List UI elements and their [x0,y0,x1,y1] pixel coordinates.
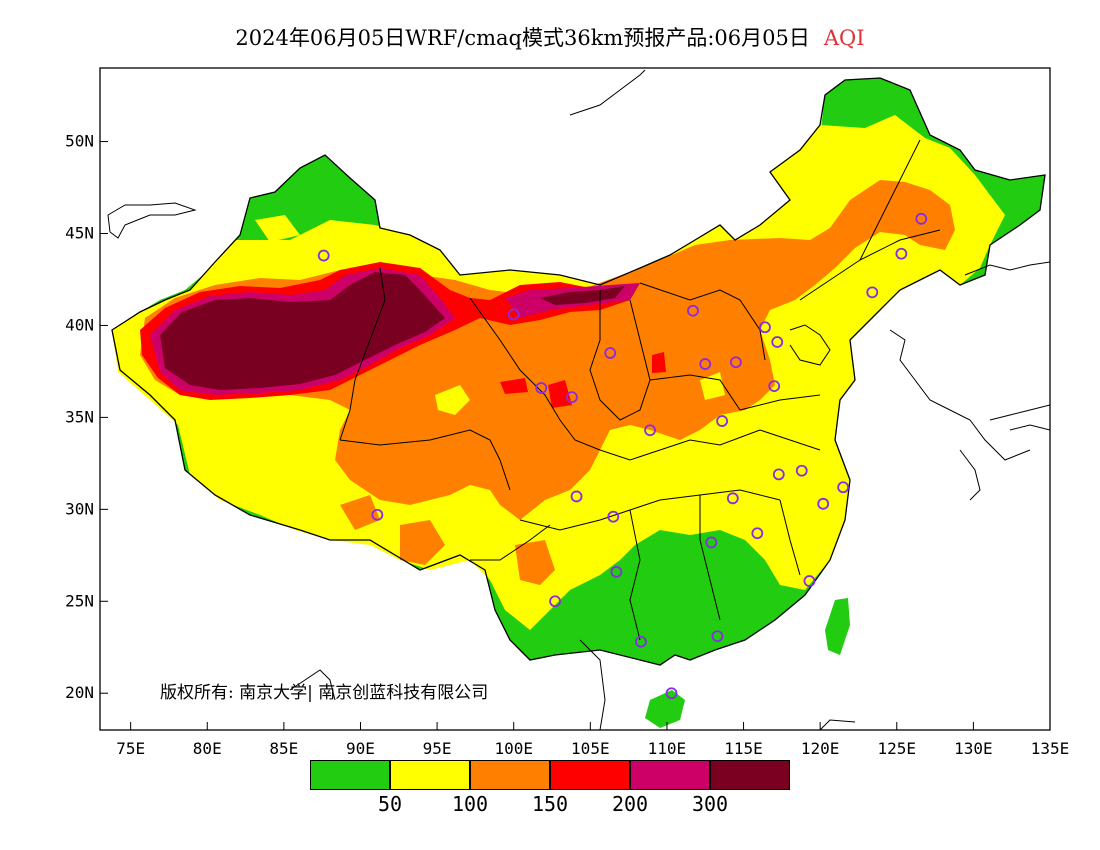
city-marker [716,415,728,427]
city-marker [549,595,561,608]
lat-tick-label: 50N [65,132,94,151]
province-boundaries [339,139,941,641]
legend-label: 50 [377,792,403,816]
map-content [107,69,1050,730]
city-marker [570,490,583,503]
city-marker [726,492,739,505]
lat-tick-label: 25N [65,591,94,610]
city-marker [729,356,742,369]
lon-tick-label: 80E [193,739,222,758]
lat-tick-label: 35N [65,407,94,426]
lon-tick-label: 75E [116,739,145,758]
city-markers [317,212,928,700]
legend-swatch [470,760,550,790]
lon-tick-label: 110E [648,739,687,758]
city-marker [711,630,724,643]
city-marker [604,347,617,359]
legend-label: 150 [531,792,569,816]
title-main: 2024年06月05日WRF/cmaq模式36km预报产品:06月05日 [235,26,810,50]
aqi-region-orange [140,180,955,520]
aqi-region-hainan [645,690,685,728]
lon-tick-label: 120E [801,739,840,758]
city-marker [866,286,879,299]
lat-tick-label: 45N [65,224,94,243]
lon-tick-label: 105E [571,739,610,758]
city-marker [566,391,578,404]
lon-tick-label: 100E [494,739,533,758]
title-product: AQI [823,26,865,50]
map-title: 2024年06月05日WRF/cmaq模式36km预报产品:06月05日 AQI [0,22,1100,52]
city-marker [705,536,718,549]
lon-tick-label: 90E [346,739,375,758]
aqi-region-red-patch [548,380,572,408]
map-frame [99,67,1051,731]
city-marker [768,380,781,393]
city-marker [317,249,330,262]
aqi-region-taiwan [825,598,850,655]
city-marker [751,527,764,540]
longitude-axis: 75E 80E 85E 90E 95E 100E 105E 110E 115E 120E 125E 1… [116,722,1069,758]
aqi-legend [310,760,790,792]
aqi-region-red-patch [500,378,528,394]
copyright-text: 版权所有: 南京大学| 南京创蓝科技有限公司 [160,683,489,703]
city-marker [759,321,771,334]
legend-swatch [710,760,790,790]
aqi-region-yellow-hole [435,385,470,415]
legend-swatch [310,760,390,790]
legend-swatch [390,760,470,790]
country-border [111,77,1046,666]
aqi-region-orange-patch [340,495,380,530]
city-marker [895,247,908,260]
city-marker [665,687,678,700]
legend-swatch [550,760,630,790]
aqi-region-red-patch [652,352,666,373]
lon-tick-label: 130E [954,739,993,758]
city-marker [535,382,548,394]
legend-label: 100 [451,792,489,816]
city-marker [699,358,712,370]
city-marker [803,575,816,587]
city-marker [915,212,928,225]
city-marker [795,464,808,477]
aqi-region-orange-patch [515,540,555,585]
city-marker [371,508,384,521]
coastlines [107,69,1050,730]
lon-tick-label: 85E [269,739,298,758]
aqi-region-orange-patch [400,520,445,565]
aqi-region-yellow-patch [255,215,300,242]
city-marker [634,635,647,648]
latitude-axis: 50N 45N 40N 35N 30N 25N 20N [65,132,108,702]
aqi-region-maroon [160,272,445,390]
lon-tick-label: 135E [1031,739,1070,758]
lon-tick-label: 115E [724,739,763,758]
lon-tick-label: 125E [878,739,917,758]
city-marker [607,510,620,523]
city-marker [771,336,784,348]
legend-swatch [630,760,710,790]
city-marker [610,565,623,578]
city-marker [507,308,520,321]
aqi-region-maroon-patch [540,286,625,305]
city-marker [837,481,850,494]
city-marker [772,468,785,481]
lat-tick-label: 40N [65,315,94,334]
legend-label: 300 [691,792,729,816]
city-marker [817,497,830,510]
city-marker [644,424,656,437]
city-marker [687,304,699,317]
legend-label: 200 [611,792,649,816]
lat-tick-label: 30N [65,499,94,518]
lat-tick-label: 20N [65,683,94,702]
lon-tick-label: 95E [423,739,452,758]
aqi-region-yellow-hole [700,372,725,400]
